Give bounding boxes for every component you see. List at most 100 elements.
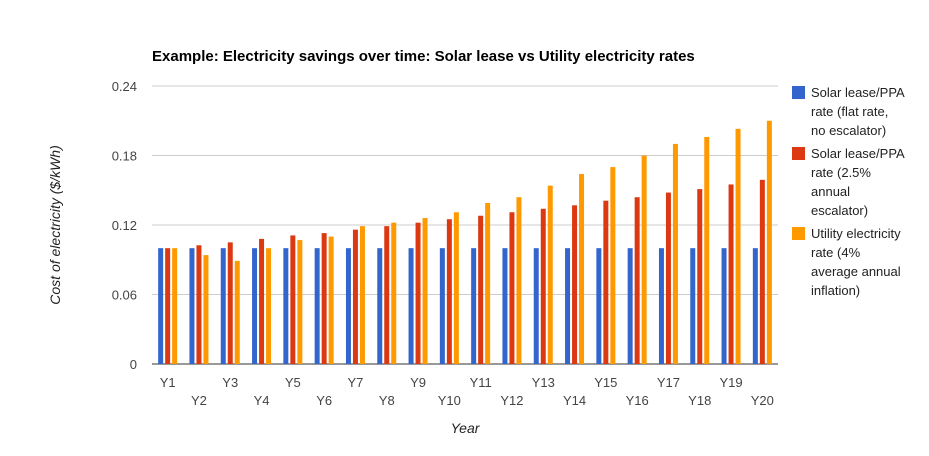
x-tick-label: Y12	[500, 393, 523, 408]
x-tick-label: Y18	[688, 393, 711, 408]
y-tick-label: 0	[130, 357, 137, 372]
bar-series-1-y8	[377, 248, 383, 364]
bar-series-2-y1	[165, 248, 171, 364]
bar-series-1-y14	[565, 248, 571, 364]
bar-series-1-y11	[471, 248, 477, 364]
bar-series-2-y2	[196, 245, 202, 364]
bar-series-1-y5	[283, 248, 289, 364]
bar-series-2-y19	[728, 184, 734, 364]
x-tick-label: Y6	[316, 393, 332, 408]
bar-series-1-y7	[345, 248, 351, 364]
legend-label-series-2: Solar lease/PPA rate (2.5% annual escalator…	[811, 146, 905, 218]
legend-swatch-series-2	[792, 147, 805, 160]
bar-series-1-y12	[502, 248, 508, 364]
bar-series-3-y17	[672, 143, 678, 364]
y-tick-label: 0.18	[112, 149, 137, 164]
x-tick-label: Y19	[719, 375, 742, 390]
bar-series-3-y3	[234, 260, 240, 364]
y-axis-ticks: 0 0.06 0.12 0.18 0.24	[112, 79, 137, 372]
x-tick-label: Y17	[657, 375, 680, 390]
x-tick-label: Y16	[626, 393, 649, 408]
legend-label-series-1: Solar lease/PPA rate (flat rate, no escala…	[811, 85, 905, 138]
x-tick-label: Y8	[379, 393, 395, 408]
bar-series-3-y13	[547, 185, 553, 364]
legend-label-series-3: Utility electricity rate (4% average annua…	[811, 226, 901, 298]
y-axis-title: Cost of electricity ($/kWh)	[47, 145, 63, 304]
x-tick-label: Y20	[751, 393, 774, 408]
chart-title: Example: Electricity savings over time: …	[152, 48, 695, 65]
bar-series-3-y11	[485, 202, 491, 364]
bar-series-1-y6	[314, 248, 320, 364]
bar-series-2-y14	[572, 205, 578, 364]
bar-series-3-y19	[735, 128, 741, 364]
bar-series-3-y9	[422, 218, 428, 364]
bar-series-3-y2	[203, 255, 209, 364]
bar-series-2-y12	[509, 212, 515, 364]
x-tick-label: Y11	[470, 375, 492, 390]
x-tick-label: Y7	[347, 375, 363, 390]
bar-series-2-y7	[352, 229, 358, 364]
bar-series-1-y16	[627, 248, 633, 364]
bar-series-1-y1	[158, 248, 164, 364]
bar-series-2-y11	[478, 215, 484, 364]
bar-series-3-y8	[391, 222, 397, 364]
bar-series-1-y18	[690, 248, 696, 364]
bar-series-1-y15	[596, 248, 602, 364]
bar-series-3-y1	[172, 248, 178, 364]
bar-series-3-y16	[641, 155, 647, 364]
bar-series-2-y3	[227, 242, 233, 364]
x-tick-label: Y15	[594, 375, 617, 390]
bar-series-2-y20	[759, 179, 765, 364]
bar-series-3-y7	[359, 226, 365, 364]
bar-series-2-y18	[697, 189, 703, 364]
bar-series-3-y18	[704, 136, 710, 364]
x-tick-label: Y4	[254, 393, 270, 408]
bar-series-1-y2	[189, 248, 195, 364]
bar-series-3-y15	[610, 167, 616, 364]
bar-series-3-y4	[266, 248, 272, 364]
legend-swatch-series-3	[792, 227, 805, 240]
bar-series-1-y13	[533, 248, 539, 364]
y-tick-label: 0.12	[112, 218, 137, 233]
bar-series-1-y20	[752, 248, 758, 364]
x-tick-label: Y9	[410, 375, 426, 390]
bar-series-2-y4	[259, 238, 265, 364]
bar-series-2-y15	[603, 200, 609, 364]
y-tick-label: 0.24	[112, 79, 137, 94]
bar-series-3-y20	[766, 120, 772, 364]
x-tick-label: Y5	[285, 375, 301, 390]
bar-series-2-y9	[415, 222, 421, 364]
bar-series-3-y5	[297, 240, 303, 364]
bar-series-1-y10	[439, 248, 445, 364]
x-axis-ticks: Y1 Y2 Y3 Y4 Y5 Y6 Y7 Y8 Y9 Y10 Y11 Y12 Y13 Y14 Y15 Y16 Y…	[160, 375, 774, 408]
x-tick-label: Y14	[563, 393, 586, 408]
bar-series-3-y10	[453, 212, 459, 364]
legend: Solar lease/PPA rate (flat rate, no escala…	[792, 85, 905, 298]
bar-series-3-y12	[516, 197, 522, 364]
bar-series-1-y4	[252, 248, 258, 364]
bar-series-1-y3	[220, 248, 226, 364]
bar-series-2-y8	[384, 226, 390, 364]
bar-series-2-y10	[446, 219, 452, 364]
x-axis-title: Year	[451, 420, 481, 436]
x-tick-label: Y10	[438, 393, 461, 408]
legend-swatch-series-1	[792, 86, 805, 99]
grid	[152, 85, 778, 365]
bar-series-2-y16	[634, 197, 640, 364]
bar-series-3-y6	[328, 236, 334, 364]
y-tick-label: 0.06	[112, 288, 137, 303]
bars	[158, 120, 772, 364]
x-tick-label: Y1	[160, 375, 176, 390]
bar-series-3-y14	[579, 174, 585, 364]
x-tick-label: Y3	[222, 375, 238, 390]
bar-series-2-y6	[321, 233, 327, 364]
bar-series-1-y9	[408, 248, 414, 364]
bar-series-1-y17	[658, 248, 664, 364]
bar-series-2-y5	[290, 235, 296, 364]
bar-series-2-y13	[540, 208, 546, 364]
bar-series-2-y17	[665, 192, 671, 364]
x-tick-label: Y13	[532, 375, 555, 390]
x-tick-label: Y2	[191, 393, 207, 408]
